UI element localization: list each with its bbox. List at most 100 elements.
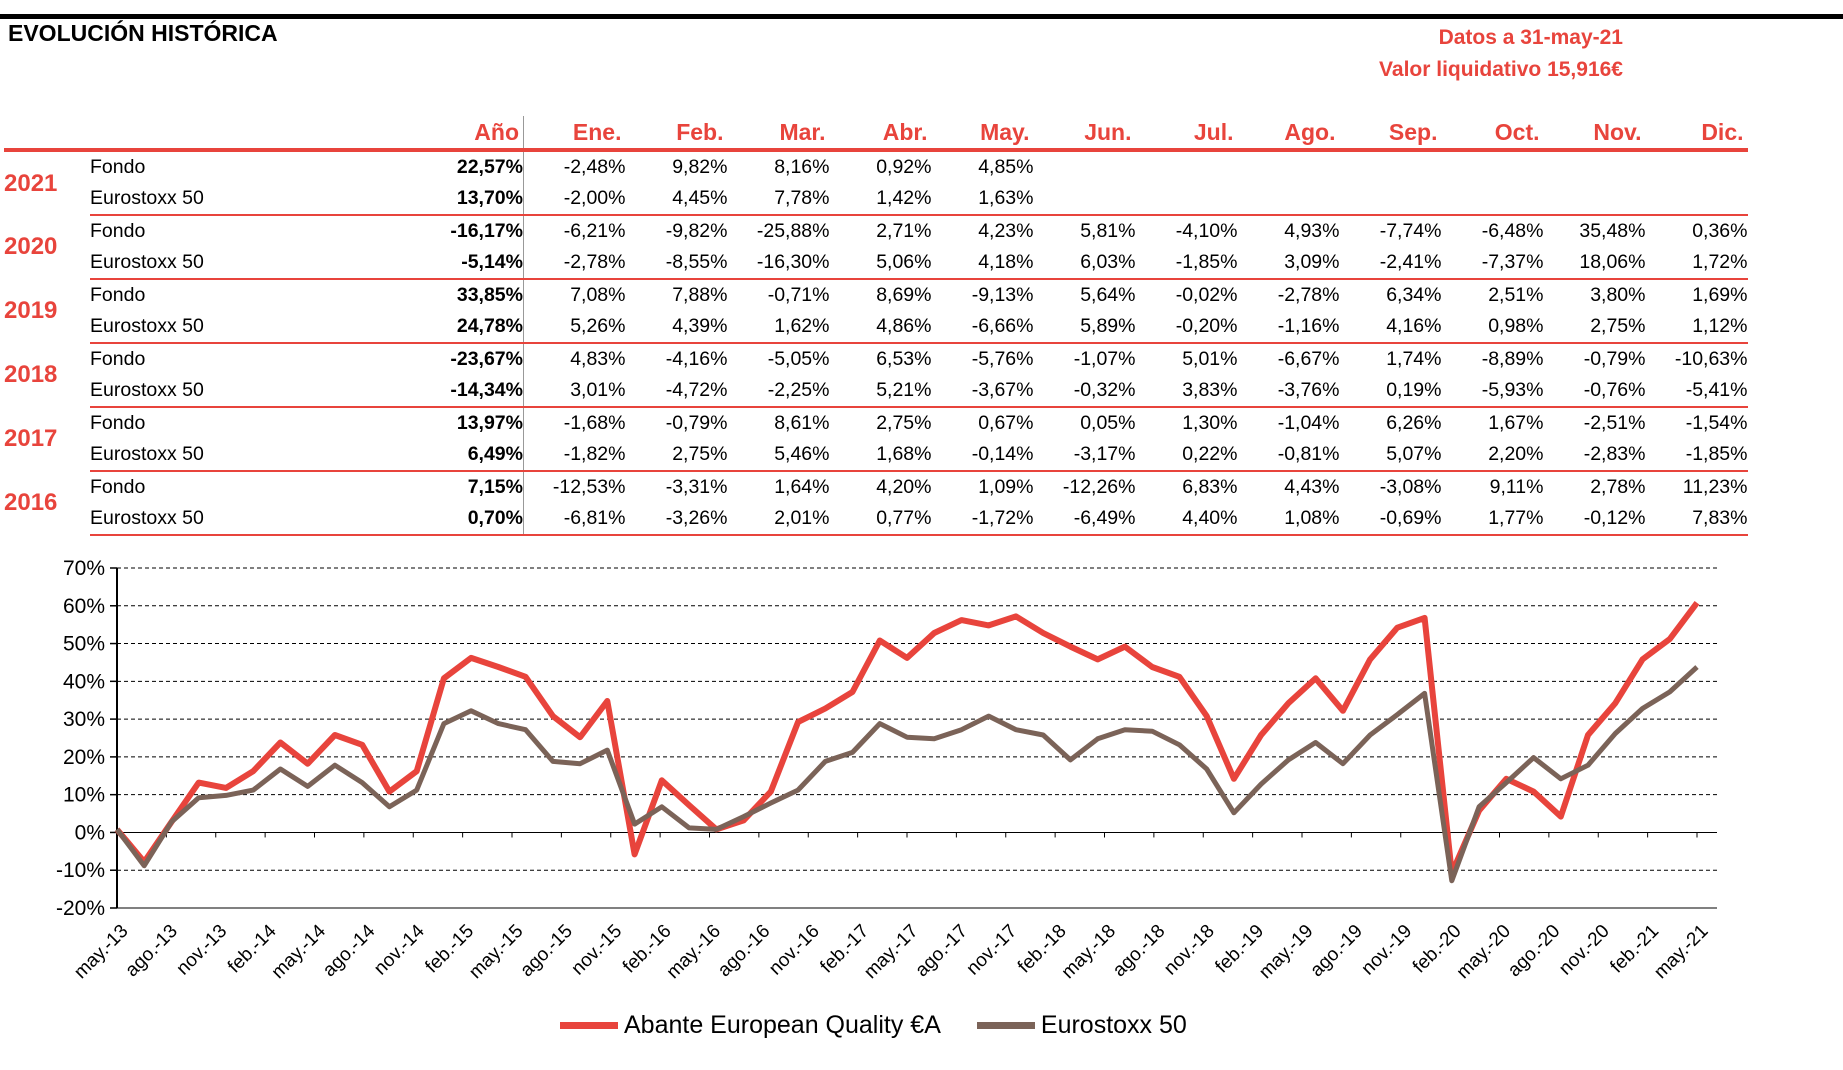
month-header: Sep.: [1339, 116, 1442, 152]
x-tick-label: may.-19: [1255, 921, 1317, 983]
y-tick-label: 60%: [63, 595, 105, 618]
monthly-return: 2,51%: [1488, 284, 1544, 306]
monthly-return: -9,82%: [665, 220, 728, 242]
series-label: Fondo: [90, 412, 146, 434]
monthly-return: -3,76%: [1237, 375, 1340, 408]
monthly-return: -6,21%: [563, 220, 626, 242]
monthly-return: [1034, 150, 1136, 183]
x-tick-label: ago.-17: [911, 921, 971, 981]
monthly-return: -0,12%: [1543, 503, 1646, 536]
monthly-return: 7,83%: [1645, 503, 1748, 536]
monthly-return: 6,26%: [1386, 412, 1442, 434]
x-tick-label: may.-15: [465, 921, 527, 983]
series-label: Fondo: [90, 220, 146, 242]
monthly-return: -6,66%: [931, 311, 1034, 344]
monthly-return: 0,77%: [829, 503, 932, 536]
annual-return: -14,34%: [426, 375, 524, 408]
annual-return: 6,49%: [426, 439, 524, 472]
monthly-return: -5,93%: [1441, 375, 1544, 408]
table-row: Eurostoxx 50 24,78% 5,26% 4,39% 1,62% 4,86% -6…: [4, 311, 1748, 344]
monthly-return: [1339, 183, 1442, 216]
month-header: Ene.: [523, 116, 626, 152]
x-tick-label: ago.-18: [1109, 921, 1169, 981]
monthly-return: 0,19%: [1339, 375, 1442, 408]
legend-item: Abante European Quality €A: [560, 1011, 941, 1040]
month-header: Mar.: [727, 116, 830, 152]
monthly-return: 6,53%: [876, 348, 932, 370]
series-label: Fondo: [90, 348, 146, 370]
monthly-return: -2,00%: [523, 183, 626, 216]
nav-value: Valor liquidativo 15,916€: [1379, 58, 1623, 81]
monthly-return: 1,77%: [1441, 503, 1544, 536]
monthly-return: -2,41%: [1339, 247, 1442, 280]
annual-return: -5,14%: [426, 247, 524, 280]
monthly-return: -6,67%: [1277, 348, 1340, 370]
monthly-return: 35,48%: [1579, 220, 1646, 242]
monthly-return: 1,67%: [1488, 412, 1544, 434]
x-tick-label: ago.-13: [121, 921, 181, 981]
table-row: Eurostoxx 50 0,70% -6,81% -3,26% 2,01% 0,77% -…: [4, 503, 1748, 536]
y-tick-label: 0%: [75, 821, 105, 844]
monthly-return: [1238, 150, 1340, 183]
monthly-return: -1,16%: [1237, 311, 1340, 344]
monthly-return: 1,42%: [829, 183, 932, 216]
series-label: Eurostoxx 50: [90, 503, 426, 536]
monthly-return: 6,83%: [1182, 476, 1238, 498]
x-tick-label: nov.-14: [370, 920, 429, 979]
monthly-return: -4,16%: [665, 348, 728, 370]
monthly-return: -1,85%: [1645, 439, 1748, 472]
monthly-return: 4,16%: [1339, 311, 1442, 344]
monthly-return: [1543, 183, 1646, 216]
x-tick-label: may.-21: [1650, 921, 1712, 983]
annual-return: 22,57%: [426, 150, 524, 183]
monthly-return: 18,06%: [1543, 247, 1646, 280]
monthly-return: 3,01%: [523, 375, 626, 408]
monthly-return: 0,92%: [876, 156, 932, 178]
performance-chart: 70%60%50%40%30%20%10%0%-10%-20%may.-13ag…: [56, 557, 1717, 983]
monthly-return: [1136, 150, 1238, 183]
monthly-return: 5,01%: [1182, 348, 1238, 370]
x-tick-label: nov.-15: [568, 921, 627, 980]
monthly-return: -1,04%: [1277, 412, 1340, 434]
monthly-return: 4,86%: [829, 311, 932, 344]
annual-return: 24,78%: [426, 311, 524, 344]
monthly-return: -1,68%: [563, 412, 626, 434]
monthly-return: 2,01%: [727, 503, 830, 536]
monthly-return: -0,14%: [931, 439, 1034, 472]
year-cell: 2016: [4, 489, 58, 516]
month-header: Abr.: [829, 116, 932, 152]
monthly-return: [1441, 183, 1544, 216]
x-tick-label: may.-13: [70, 921, 132, 983]
monthly-return: 2,75%: [1543, 311, 1646, 344]
series-label: Fondo: [90, 156, 146, 178]
legend-swatch-fund: [560, 1022, 618, 1029]
monthly-return: 5,89%: [1033, 311, 1136, 344]
monthly-return: -5,41%: [1645, 375, 1748, 408]
series-label: Eurostoxx 50: [90, 311, 426, 344]
annual-return: 13,70%: [426, 183, 524, 216]
y-tick-label: 30%: [63, 708, 105, 731]
monthly-return: 3,83%: [1135, 375, 1238, 408]
x-tick-label: ago.-14: [319, 920, 380, 981]
monthly-return: [1237, 183, 1340, 216]
monthly-return: -12,53%: [552, 476, 626, 498]
monthly-return: 1,63%: [931, 183, 1034, 216]
monthly-return: 0,05%: [1080, 412, 1136, 434]
table-row: Eurostoxx 50 6,49% -1,82% 2,75% 5,46% 1,68% -0…: [4, 439, 1748, 472]
legend-item: Eurostoxx 50: [976, 1011, 1187, 1040]
monthly-return: 4,83%: [570, 348, 626, 370]
monthly-return: -2,51%: [1583, 412, 1646, 434]
monthly-return: -2,48%: [563, 156, 626, 178]
annual-return: -23,67%: [426, 343, 524, 375]
monthly-return: 8,61%: [774, 412, 830, 434]
x-tick-label: may.-14: [268, 920, 331, 983]
y-tick-label: -10%: [56, 859, 105, 882]
monthly-return: 4,45%: [625, 183, 728, 216]
x-tick-label: ago.-20: [1504, 921, 1564, 981]
monthly-return: 8,16%: [774, 156, 830, 178]
monthly-return: -3,08%: [1379, 476, 1442, 498]
monthly-return: -6,48%: [1481, 220, 1544, 242]
monthly-return: -10,63%: [1674, 348, 1748, 370]
monthly-return: 0,36%: [1692, 220, 1748, 242]
monthly-return: 4,23%: [978, 220, 1034, 242]
